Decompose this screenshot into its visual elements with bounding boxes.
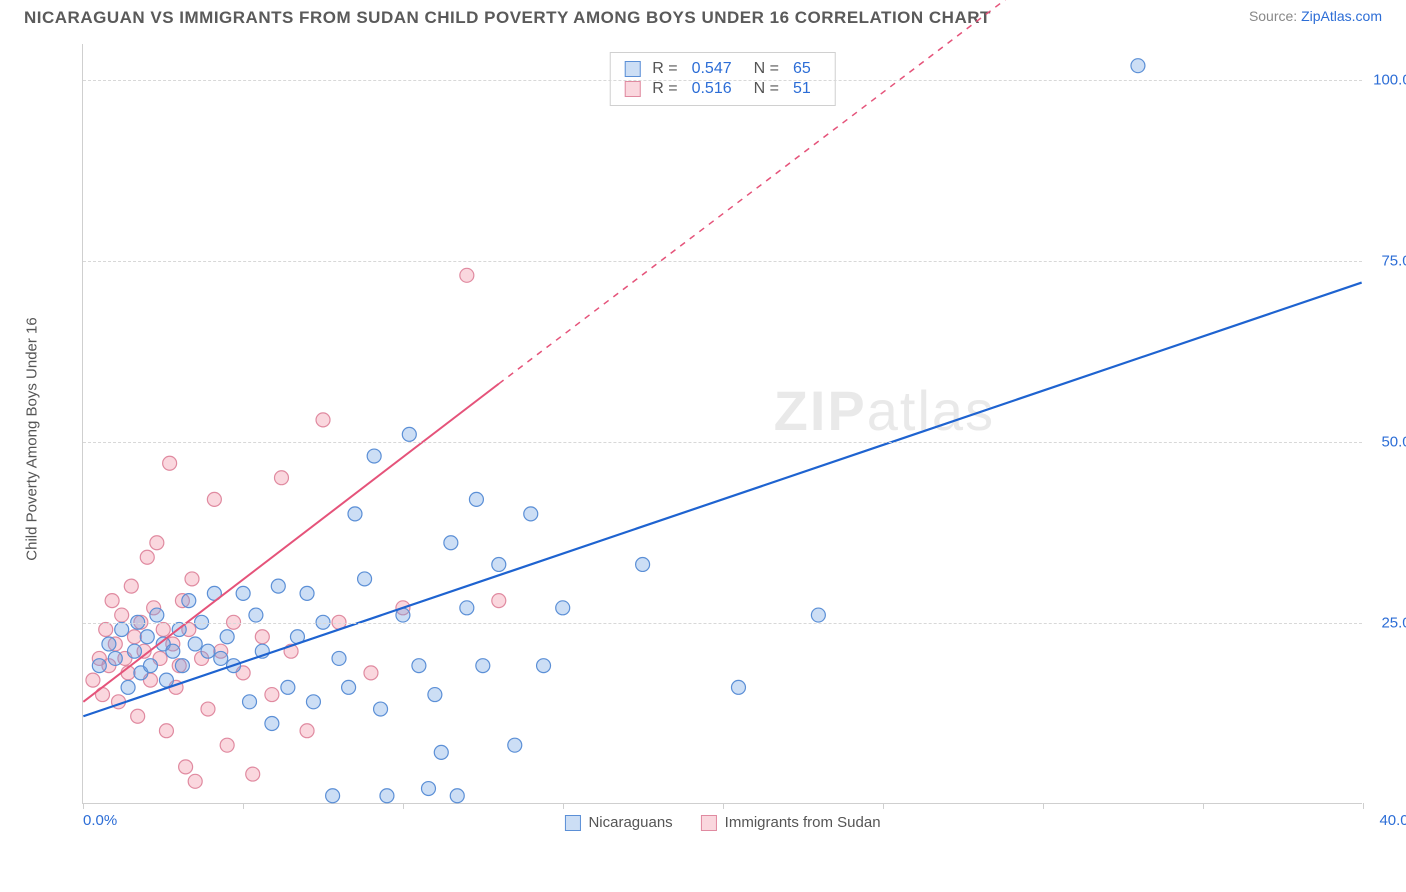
plot-area: ZIPatlas R = 0.547 N = 65 R = 0.516 N = … [82,44,1362,804]
r-value-1: 0.547 [692,60,732,78]
swatch-series-2-icon [701,815,717,831]
x-tick-mark [1203,803,1204,809]
chart-title: NICARAGUAN VS IMMIGRANTS FROM SUDAN CHIL… [24,8,991,28]
y-tick-label: 50.0% [1381,434,1406,451]
chart-header: NICARAGUAN VS IMMIGRANTS FROM SUDAN CHIL… [0,0,1406,32]
legend-item-1: Nicaraguans [564,814,672,831]
x-tick-mark [403,803,404,809]
y-axis-label: Child Poverty Among Boys Under 16 [24,317,41,560]
chart-container: Child Poverty Among Boys Under 16 ZIPatl… [62,44,1382,834]
x-tick-mark [83,803,84,809]
legend-label-2: Immigrants from Sudan [725,814,881,831]
x-tick-mark [723,803,724,809]
legend-item-2: Immigrants from Sudan [701,814,881,831]
x-tick-mark [243,803,244,809]
source-link[interactable]: ZipAtlas.com [1301,8,1382,24]
grid-line [83,623,1362,624]
swatch-series-1-icon [564,815,580,831]
n-label: N = [754,80,779,98]
grid-line [83,261,1362,262]
swatch-series-2 [624,81,640,97]
r-label: R = [652,80,677,98]
x-tick-label-right: 40.0% [1379,812,1406,829]
stats-legend-box: R = 0.547 N = 65 R = 0.516 N = 51 [609,52,836,106]
stats-row-2: R = 0.516 N = 51 [624,80,821,98]
x-tick-mark [1043,803,1044,809]
bottom-legend: Nicaraguans Immigrants from Sudan [564,814,880,831]
x-tick-label-left: 0.0% [83,812,117,829]
grid-line [83,80,1362,81]
swatch-series-1 [624,61,640,77]
source-attribution: Source: ZipAtlas.com [1249,8,1382,24]
grid-line [83,442,1362,443]
x-tick-mark [883,803,884,809]
n-value-1: 65 [793,60,811,78]
x-tick-mark [1363,803,1364,809]
r-value-2: 0.516 [692,80,732,98]
chart-svg [83,44,1362,803]
n-value-2: 51 [793,80,811,98]
stats-row-1: R = 0.547 N = 65 [624,60,821,78]
legend-label-1: Nicaraguans [588,814,672,831]
y-tick-label: 25.0% [1381,615,1406,632]
source-label: Source: [1249,8,1297,24]
x-tick-mark [563,803,564,809]
y-tick-label: 100.0% [1373,72,1406,89]
r-label: R = [652,60,677,78]
y-tick-label: 75.0% [1381,253,1406,270]
n-label: N = [754,60,779,78]
